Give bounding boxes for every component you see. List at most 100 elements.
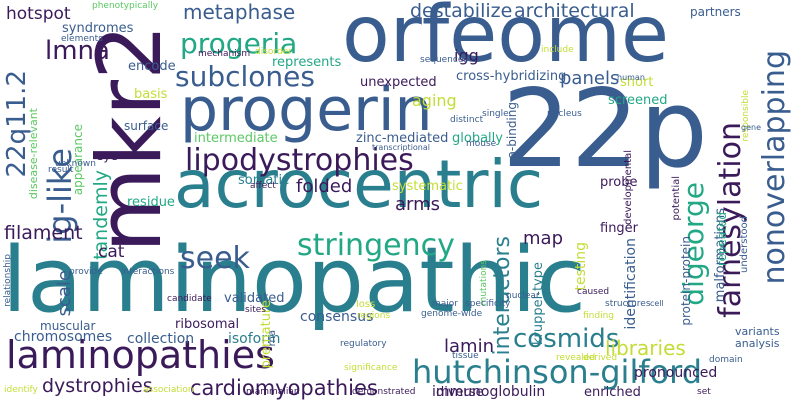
word-cloud-word: nucleus — [547, 109, 582, 119]
word-cloud-word: single — [482, 109, 509, 119]
word-cloud-word: probe — [600, 175, 638, 190]
word-cloud-word: subclones — [175, 60, 315, 93]
word-cloud-word: pronounced — [634, 365, 718, 381]
word-cloud-word: nonoverlapping — [757, 50, 792, 285]
word-cloud-word: loss — [356, 299, 376, 310]
word-cloud-word: kruppel-type — [531, 262, 546, 345]
word-cloud-word: demonstrated — [352, 387, 416, 397]
word-cloud-word: intermediate — [194, 131, 278, 146]
word-cloud-word: laminopathies — [6, 333, 275, 377]
word-cloud-word: basis — [134, 87, 168, 102]
word-cloud-word: domain — [709, 355, 743, 365]
word-cloud-word: gene — [741, 123, 761, 132]
word-cloud-word: understood — [739, 216, 750, 274]
word-cloud-word: residue — [127, 195, 175, 210]
word-cloud-word: mammalian — [246, 387, 300, 397]
word-cloud-word: finger — [600, 221, 639, 236]
word-cloud-word: disease-relevant — [27, 108, 40, 200]
word-cloud-word: result — [48, 165, 74, 175]
word-cloud-word: folded — [296, 176, 353, 197]
word-cloud-word: collection — [127, 331, 195, 347]
word-cloud-word: lamin — [444, 336, 494, 357]
word-cloud-word: caused — [577, 287, 610, 297]
word-cloud-word: significance — [344, 363, 398, 373]
word-cloud-word: validated — [224, 291, 285, 306]
word-cloud-word: mouse — [466, 139, 497, 149]
word-cloud-word: responsible — [741, 90, 751, 142]
word-cloud-word: revealed — [556, 353, 596, 363]
word-cloud-word: architectural — [514, 0, 635, 22]
word-cloud-word: acrocentric — [174, 146, 544, 223]
word-cloud-word: sequences — [420, 55, 469, 65]
word-cloud-word: map — [523, 228, 563, 249]
word-cloud-word: consensus — [300, 309, 374, 325]
word-cloud-word: relationship — [3, 254, 13, 307]
word-cloud-word: partners — [690, 5, 741, 19]
word-cloud-word: progerin — [180, 75, 433, 145]
word-cloud-word: cosmids — [513, 324, 620, 354]
word-cloud-word: dystrophies — [42, 375, 153, 397]
word-cloud-word: diverse — [436, 385, 484, 400]
word-cloud-word: specificity — [465, 299, 511, 309]
word-cloud-word: regulatory — [340, 339, 387, 349]
word-cloud-word: systematic — [392, 179, 463, 194]
word-cloud-word: chromosomes — [14, 329, 113, 345]
word-cloud-word: derived — [583, 353, 618, 363]
word-cloud-word: cat — [98, 242, 125, 262]
word-cloud-word: unexpected — [360, 75, 437, 90]
word-cloud-word: short — [620, 75, 654, 90]
word-cloud-word: somatic — [238, 173, 290, 188]
word-cloud-word: ribosomal — [175, 317, 240, 332]
word-cloud-word: zinc-mediated — [356, 131, 449, 146]
word-cloud-word: encode — [128, 59, 176, 74]
word-cloud-word: syndromes — [62, 21, 134, 36]
word-cloud-word: candidate — [167, 294, 212, 304]
word-cloud-word: genome-wide — [421, 309, 483, 319]
word-cloud-word: progeria — [180, 27, 298, 60]
word-cloud-word: filament — [4, 222, 83, 244]
word-cloud-word: muscular — [40, 319, 96, 333]
word-cloud-word: variants — [735, 325, 780, 338]
word-cloud-word: include — [541, 45, 574, 55]
word-cloud-word: elements — [61, 34, 103, 44]
word-cloud-word: isoform — [228, 331, 281, 347]
word-cloud-word: association — [143, 385, 194, 395]
word-cloud-word: major — [432, 299, 458, 309]
word-cloud-word: finding — [583, 311, 615, 321]
word-cloud-word: panels — [560, 68, 620, 89]
word-cloud-word: tissue — [452, 351, 479, 361]
word-cloud-word: enriched — [584, 385, 641, 400]
word-cloud-word: lmna — [45, 36, 110, 66]
word-cloud-word: set — [697, 387, 711, 397]
word-cloud-word: cardiomyopathies — [190, 376, 378, 400]
word-cloud-word: seek — [180, 241, 250, 276]
word-cloud-word: screened — [608, 93, 668, 108]
word-cloud-word: distinct — [450, 115, 484, 125]
word-cloud-word: interactions — [121, 267, 175, 277]
word-cloud-word: eye — [96, 149, 118, 163]
word-cloud-word: repeated — [715, 212, 729, 267]
word-cloud-word: aging — [412, 91, 457, 110]
word-cloud-word: arms — [395, 194, 441, 215]
word-cloud-word: hutchinson-gilford — [412, 353, 703, 391]
word-cloud-word: libraries — [605, 336, 686, 360]
word-cloud-word: mechanism — [198, 49, 251, 59]
word-cloud-word: identify — [4, 385, 38, 395]
word-cloud-word: metaphase — [183, 0, 296, 24]
word-cloud-word: structures — [605, 299, 651, 309]
word-cloud-word: analysis — [735, 337, 780, 350]
word-cloud-word: phenotypically — [92, 1, 159, 11]
word-cloud-word: destabilize — [410, 0, 513, 22]
word-cloud-word: stringency — [297, 228, 455, 263]
word-cloud-word: provide — [69, 267, 103, 277]
word-cloud-word: protein-protein — [679, 236, 693, 326]
word-cloud-word: globally — [452, 131, 503, 146]
word-cloud-word: lipodystrophies — [185, 143, 414, 178]
word-cloud-word: identification — [623, 238, 639, 330]
word-cloud-word: nuclear — [506, 291, 540, 301]
word-cloud-word: unknown — [55, 159, 96, 169]
word-cloud-word: laminopathic — [2, 228, 587, 333]
word-cloud-word: testing — [573, 242, 589, 291]
word-cloud-word: igg — [454, 46, 479, 65]
